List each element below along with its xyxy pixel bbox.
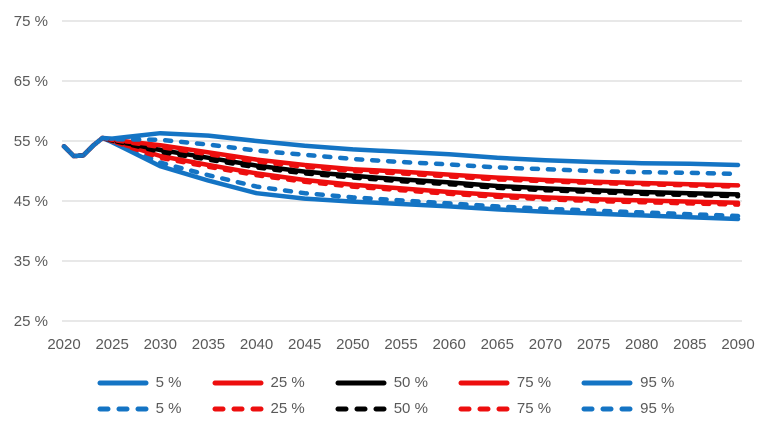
legend-item-solid-95%: 95 % xyxy=(581,374,674,391)
legend-line-swatch-icon xyxy=(458,380,510,385)
x-axis-tick-label: 2060 xyxy=(432,336,465,353)
x-axis-tick-label: 2070 xyxy=(529,336,562,353)
legend-row-dashed: 5 % 25 % 50 % 75 % 95 % xyxy=(0,400,771,417)
legend-item-solid-50%: 50 % xyxy=(335,374,428,391)
x-axis-tick-label: 2040 xyxy=(240,336,273,353)
legend-label: 75 % xyxy=(516,400,552,417)
legend-line-swatch-icon xyxy=(212,406,264,411)
x-axis-tick-label: 2090 xyxy=(721,336,754,353)
legend-label: 95 % xyxy=(640,374,675,391)
y-axis-tick-label: 35 % xyxy=(14,253,48,270)
y-axis-tick-label: 65 % xyxy=(14,73,48,90)
legend-item-dashed-50%: 50 % xyxy=(335,400,428,417)
legend-item-solid-75%: 75 % xyxy=(458,374,551,391)
legend-line-swatch-icon xyxy=(97,380,149,385)
x-axis-tick-label: 2075 xyxy=(577,336,610,353)
legend-label: 50 % xyxy=(393,374,428,391)
legend-label: 75 % xyxy=(516,374,552,391)
legend-label: 5 % xyxy=(155,400,182,417)
y-axis-tick-label: 55 % xyxy=(14,133,48,150)
x-axis-tick-label: 2050 xyxy=(336,336,369,353)
x-axis-tick-label: 2035 xyxy=(192,336,225,353)
x-axis-tick-label: 2030 xyxy=(144,336,177,353)
legend-item-dashed-25%: 25 % xyxy=(212,400,305,417)
legend-line-swatch-icon xyxy=(581,380,633,385)
legend-item-dashed-95%: 95 % xyxy=(581,400,674,417)
x-axis-tick-label: 2045 xyxy=(288,336,321,353)
legend-item-solid-5%: 5 % xyxy=(97,374,182,391)
x-axis-tick-label: 2080 xyxy=(625,336,658,353)
legend-line-swatch-icon xyxy=(458,406,510,411)
y-axis-tick-label: 75 % xyxy=(14,13,48,30)
legend-label: 5 % xyxy=(155,374,182,391)
series-line-dashed-95% xyxy=(61,135,741,177)
legend-label: 50 % xyxy=(393,400,428,417)
x-axis-tick-label: 2085 xyxy=(673,336,706,353)
x-axis-tick-label: 2020 xyxy=(47,336,80,353)
legend-line-swatch-icon xyxy=(335,406,387,411)
legend-item-dashed-75%: 75 % xyxy=(458,400,551,417)
legend-line-swatch-icon xyxy=(212,380,264,385)
legend-item-solid-25%: 25 % xyxy=(212,374,305,391)
legend-line-swatch-icon xyxy=(581,406,633,411)
legend-line-swatch-icon xyxy=(97,406,149,411)
legend-label: 25 % xyxy=(270,400,305,417)
legend-row-solid: 5 % 25 % 50 % 75 % 95 % xyxy=(0,374,771,391)
y-axis-tick-label: 25 % xyxy=(14,313,48,330)
x-axis-tick-label: 2055 xyxy=(384,336,417,353)
y-axis-tick-label: 45 % xyxy=(14,193,48,210)
x-axis-tick-label: 2065 xyxy=(481,336,514,353)
chart-legend: 5 % 25 % 50 % 75 % 95 % 5 % 25 % 50 % 75 % 95 % xyxy=(0,374,771,417)
legend-line-swatch-icon xyxy=(335,380,387,385)
x-axis-tick-label: 2025 xyxy=(95,336,128,353)
legend-item-dashed-5%: 5 % xyxy=(97,400,182,417)
legend-label: 25 % xyxy=(270,374,305,391)
legend-label: 95 % xyxy=(640,400,675,417)
chart-plot-area: 25 % 35 % 45 % 55 % 65 % 75 % 2020 2025 2030 2035… xyxy=(14,13,755,353)
